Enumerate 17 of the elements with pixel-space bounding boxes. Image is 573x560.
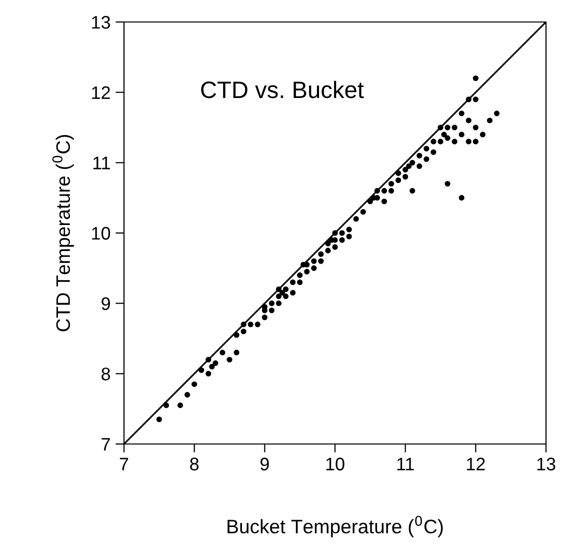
y-tick-label: 8 — [102, 368, 110, 380]
y-tick-label: 10 — [92, 226, 110, 240]
x-tick-label: 9 — [260, 458, 269, 470]
text: CTD vs. Bucket — [201, 80, 364, 98]
x-tick-label: 12 — [467, 458, 485, 470]
x-tick-label: 8 — [190, 458, 199, 470]
y-tick-label: 7 — [102, 438, 110, 451]
x-tick-label: 7 — [120, 458, 128, 470]
x-axis-title: Bucket Temperature ($^{0}$C) — [228, 516, 443, 538]
y-tick-label: 9 — [102, 297, 110, 310]
x-tick-label: 13 — [537, 458, 556, 470]
y-tick-label: 11 — [93, 156, 110, 170]
y-tick-label: 13 — [92, 16, 110, 29]
y-tick-label: 12 — [92, 86, 110, 99]
x-tick-label: 10 — [326, 458, 344, 470]
x-tick-label: 11 — [397, 458, 414, 470]
y-axis-title: CTD Temperature ($^{0}$C) — [52, 135, 74, 332]
